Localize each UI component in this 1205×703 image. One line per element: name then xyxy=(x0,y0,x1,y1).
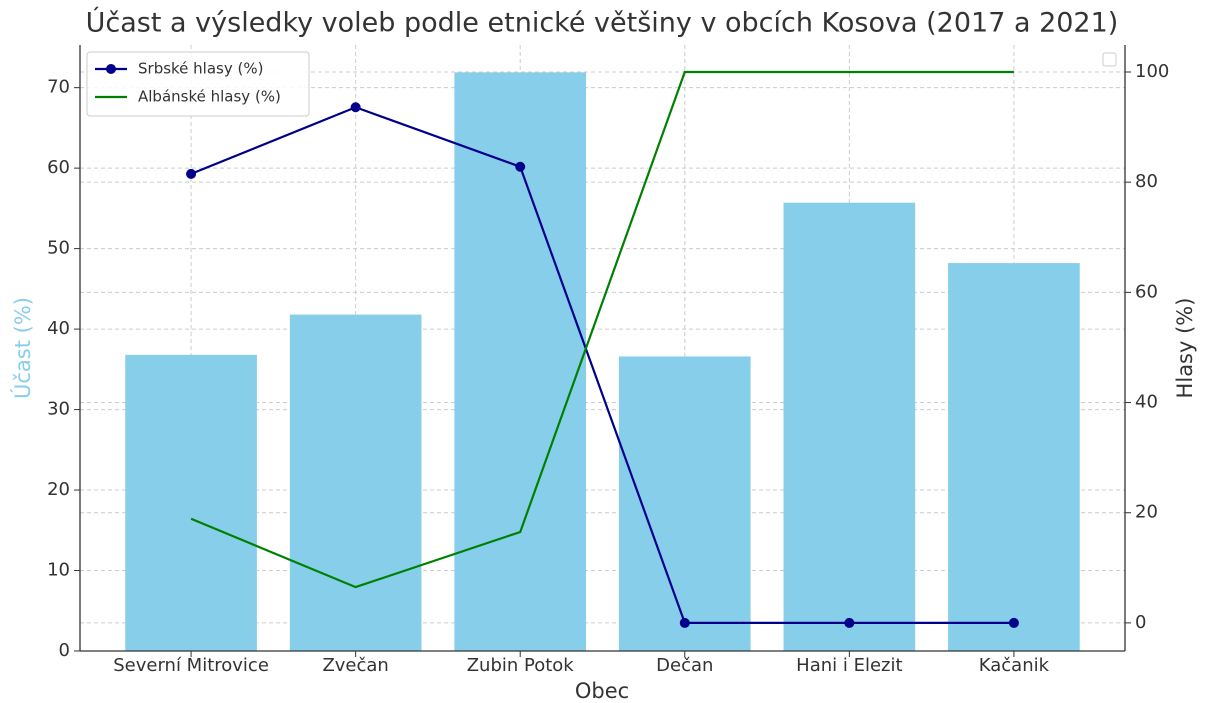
y-tick-label: 70 xyxy=(47,77,70,98)
y-tick-label: 20 xyxy=(47,479,70,500)
bar xyxy=(783,202,916,651)
y-tick-label: 50 xyxy=(47,238,70,259)
marker xyxy=(844,617,855,628)
x-tick-label: Zvečan xyxy=(322,655,388,676)
bar xyxy=(125,354,257,651)
y2-tick-label: 40 xyxy=(1135,392,1158,413)
marker xyxy=(679,617,690,628)
marker xyxy=(350,102,361,113)
legend-label: Srbské hlasy (%) xyxy=(138,60,263,78)
marker xyxy=(1008,617,1019,628)
y-tick-label: 10 xyxy=(47,560,70,581)
bar xyxy=(618,356,751,651)
legend-marker xyxy=(106,64,116,74)
legend-box xyxy=(86,51,310,117)
bar xyxy=(948,263,1080,651)
line xyxy=(190,106,1014,625)
legend-label: Albánské hlasy (%) xyxy=(138,88,281,106)
x-tick-label: Dečan xyxy=(656,655,713,676)
y-tick-label: 60 xyxy=(47,157,70,178)
y-axis-label: Účast (%) xyxy=(10,297,35,399)
x-axis-label: Obec xyxy=(575,679,629,703)
line xyxy=(190,70,1014,589)
x-tick-label: Severní Mitrovice xyxy=(113,655,269,676)
x-tick-label: Hani i Elezit xyxy=(796,655,902,676)
y2-tick-label: 100 xyxy=(1135,61,1169,82)
marker xyxy=(515,161,526,172)
y2-tick-label: 80 xyxy=(1135,171,1158,192)
y2-tick-label: 60 xyxy=(1135,281,1158,302)
x-tick-label: Kačanik xyxy=(979,655,1050,676)
y2-tick-label: 0 xyxy=(1135,612,1146,633)
marker xyxy=(186,168,197,179)
y-tick-label: 30 xyxy=(47,399,70,420)
y2-tick-label: 20 xyxy=(1135,502,1158,523)
y2-axis-label: Hlasy (%) xyxy=(1173,298,1197,399)
x-tick-label: Zubin Potok xyxy=(467,655,575,676)
bar xyxy=(454,72,587,651)
empty-legend xyxy=(1102,52,1117,67)
y-tick-label: 40 xyxy=(47,318,70,339)
chart-title: Účast a výsledky voleb podle etnické vět… xyxy=(86,7,1119,39)
bar xyxy=(289,314,422,651)
y-tick-label: 0 xyxy=(59,640,70,661)
